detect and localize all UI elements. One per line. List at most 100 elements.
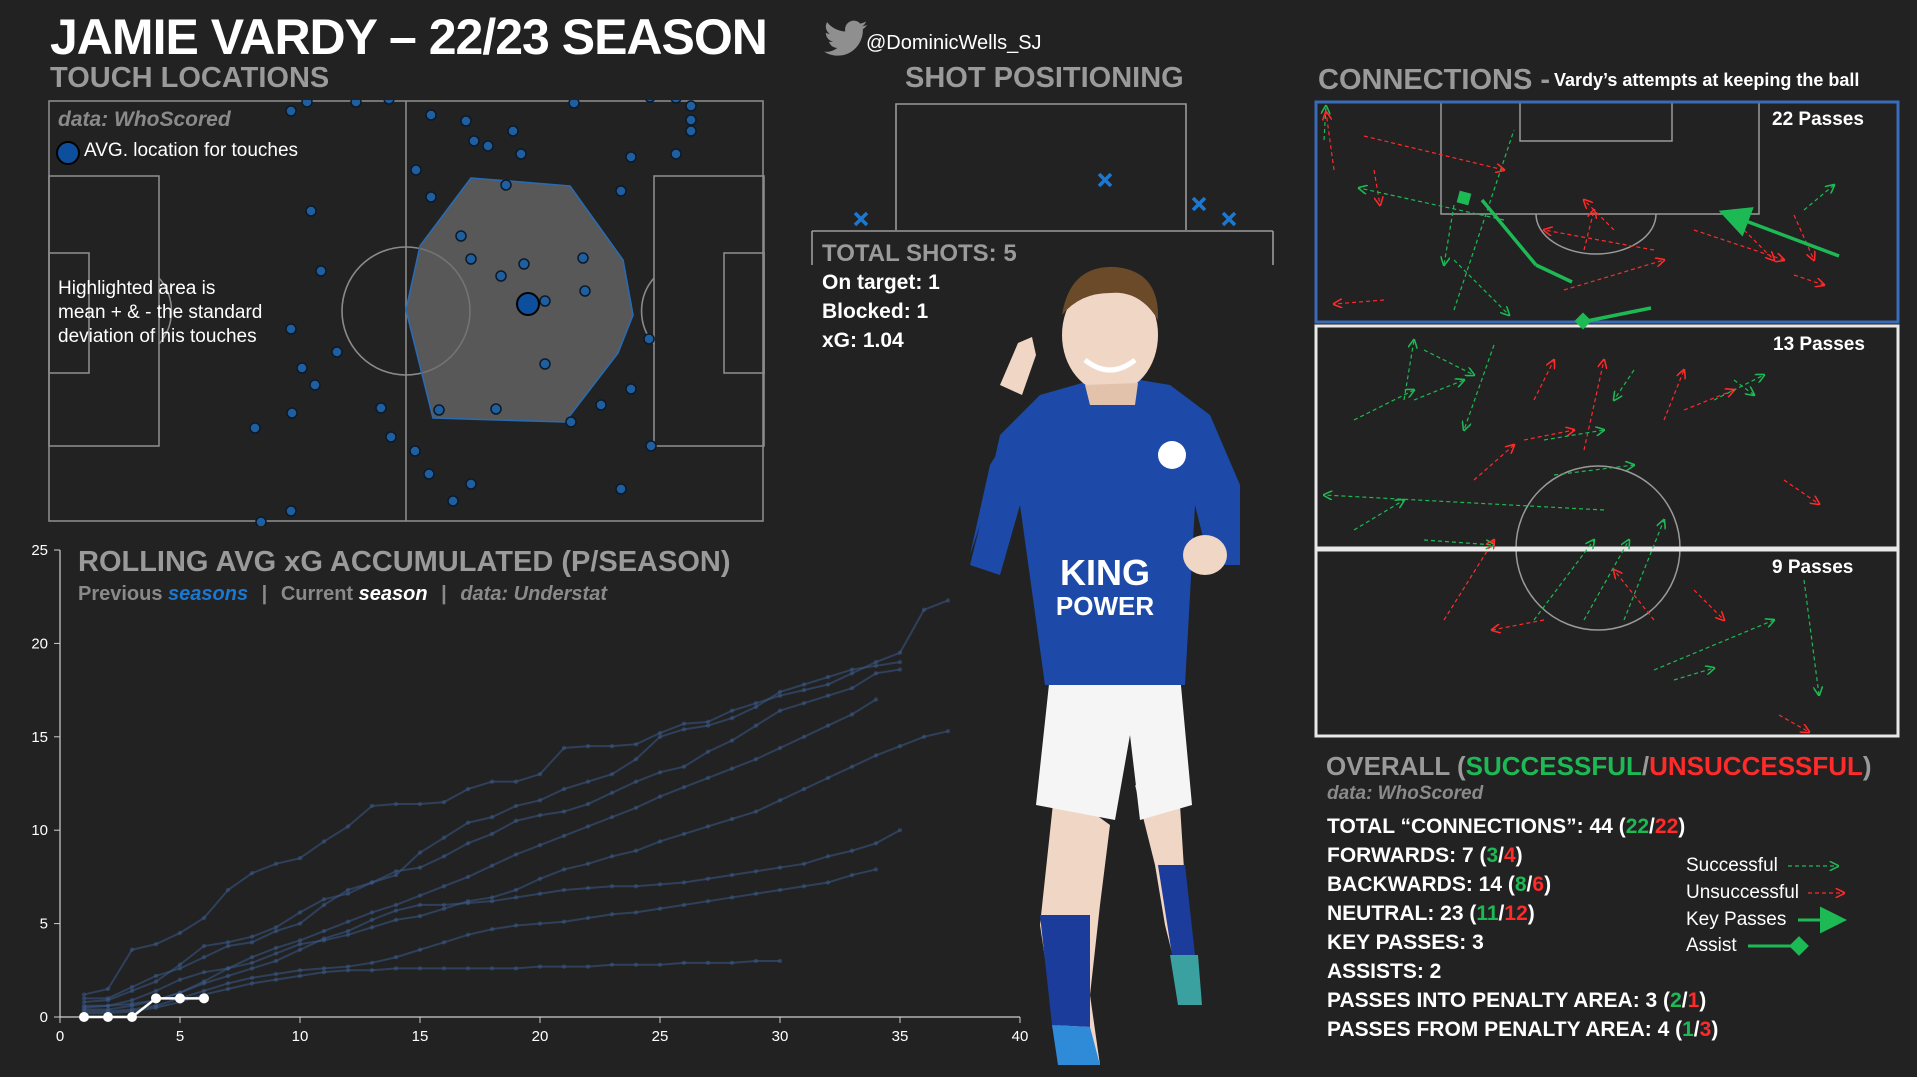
x-tick-label: 5: [176, 1028, 184, 1045]
previous-season-point: [681, 880, 687, 885]
previous-season-point: [297, 973, 303, 979]
previous-season-point: [609, 790, 615, 796]
x-tick-label: 10: [292, 1028, 309, 1045]
previous-season-point: [585, 885, 591, 891]
previous-season-point: [873, 753, 879, 758]
previous-season-point: [513, 852, 519, 857]
legend-assist-diamond: [1789, 936, 1809, 956]
previous-season-point: [441, 884, 447, 889]
previous-season-point: [753, 700, 759, 706]
previous-season-point: [681, 727, 687, 732]
previous-season-point: [369, 910, 375, 915]
previous-season-point: [873, 697, 879, 702]
previous-season-point: [249, 870, 255, 876]
touch-dot: [625, 383, 637, 395]
touch-dot: [518, 258, 530, 270]
current-season-point: [103, 1012, 113, 1022]
touch-dot: [465, 478, 477, 490]
previous-season-point: [153, 973, 159, 979]
legend-key-passes: Key Passes: [1686, 909, 1787, 930]
touch-dot: [409, 445, 421, 457]
xg-sub-prev: Previous: [78, 583, 169, 605]
touch-dot: [249, 422, 261, 434]
previous-season-point: [465, 966, 471, 971]
overall-slash: /: [1641, 751, 1650, 781]
previous-season-point: [177, 966, 183, 971]
touch-dots: [249, 100, 697, 526]
previous-season-point: [801, 786, 807, 792]
previous-season-point: [537, 921, 543, 926]
touch-dot: [455, 230, 467, 242]
previous-season-point: [825, 854, 831, 859]
zone-box-defensive: [1314, 548, 1900, 738]
x-tick-label: 15: [412, 1028, 429, 1045]
previous-season-point: [537, 891, 543, 896]
stat-fail: 6: [1532, 873, 1545, 896]
previous-season-point: [657, 730, 663, 736]
previous-season-point: [657, 906, 663, 911]
previous-season-point: [273, 945, 279, 951]
stat-label: BACKWARDS: 14 (: [1327, 873, 1515, 896]
previous-season-point: [537, 771, 543, 777]
previous-season-point: [393, 869, 399, 874]
previous-season-point: [777, 958, 783, 964]
previous-season-point: [513, 779, 519, 784]
previous-season-point: [417, 893, 423, 898]
previous-season-point: [825, 674, 831, 680]
previous-season-point: [489, 898, 495, 904]
touch-dot: [447, 495, 459, 507]
previous-season-point: [825, 723, 831, 728]
previous-season-line: [84, 829, 901, 1011]
previous-season-point: [297, 941, 303, 947]
previous-season-point: [249, 955, 255, 960]
previous-season-point: [465, 820, 471, 825]
previous-season-point: [177, 962, 183, 967]
previous-season-point: [201, 969, 207, 975]
previous-season-point: [633, 884, 639, 889]
previous-season-point: [369, 880, 375, 885]
previous-season-point: [513, 923, 519, 928]
zone-box-final-third: [1314, 100, 1900, 324]
previous-season-point: [729, 872, 735, 878]
overall-successful: SUCCESSFUL: [1465, 751, 1642, 781]
touch-dot: [375, 402, 387, 414]
previous-season-point: [297, 947, 303, 952]
zone-label: 9 Passes: [1772, 557, 1854, 578]
previous-season-point: [777, 865, 783, 870]
previous-season-point: [465, 841, 471, 846]
previous-season-point: [417, 966, 423, 971]
previous-season-point: [561, 786, 567, 792]
previous-season-point: [273, 925, 279, 930]
previous-season-point: [681, 960, 687, 966]
touch-dot: [539, 358, 551, 370]
connections-dash: -: [1540, 64, 1551, 96]
previous-season-point: [105, 997, 111, 1003]
previous-season-point: [657, 962, 663, 967]
previous-season-point: [777, 745, 783, 751]
touch-dot: [645, 440, 657, 452]
shot-marker: [1221, 211, 1237, 227]
previous-season-point: [777, 693, 783, 698]
previous-season-point: [393, 801, 399, 807]
previous-season-point: [633, 805, 639, 810]
previous-season-point: [753, 958, 759, 964]
shot-markers: [853, 172, 1237, 227]
touch-dot: [515, 148, 527, 160]
previous-season-point: [657, 839, 663, 844]
previous-season-point: [513, 966, 519, 971]
previous-season-point: [801, 861, 807, 867]
previous-season-point: [489, 779, 495, 784]
previous-season-point: [705, 775, 711, 781]
previous-season-point: [633, 962, 639, 967]
touch-dot: [460, 115, 472, 127]
previous-season-point: [273, 971, 279, 977]
previous-season-point: [609, 962, 615, 967]
touch-source: data: WhoScored: [58, 108, 231, 131]
previous-season-point: [489, 814, 495, 820]
touch-dot: [539, 295, 551, 307]
page-title: JAMIE VARDY – 22/23 SEASON: [50, 9, 768, 65]
previous-season-point: [249, 966, 255, 971]
shot-marker: [1191, 196, 1207, 212]
previous-season-point: [105, 1003, 111, 1008]
previous-season-point: [441, 906, 447, 911]
